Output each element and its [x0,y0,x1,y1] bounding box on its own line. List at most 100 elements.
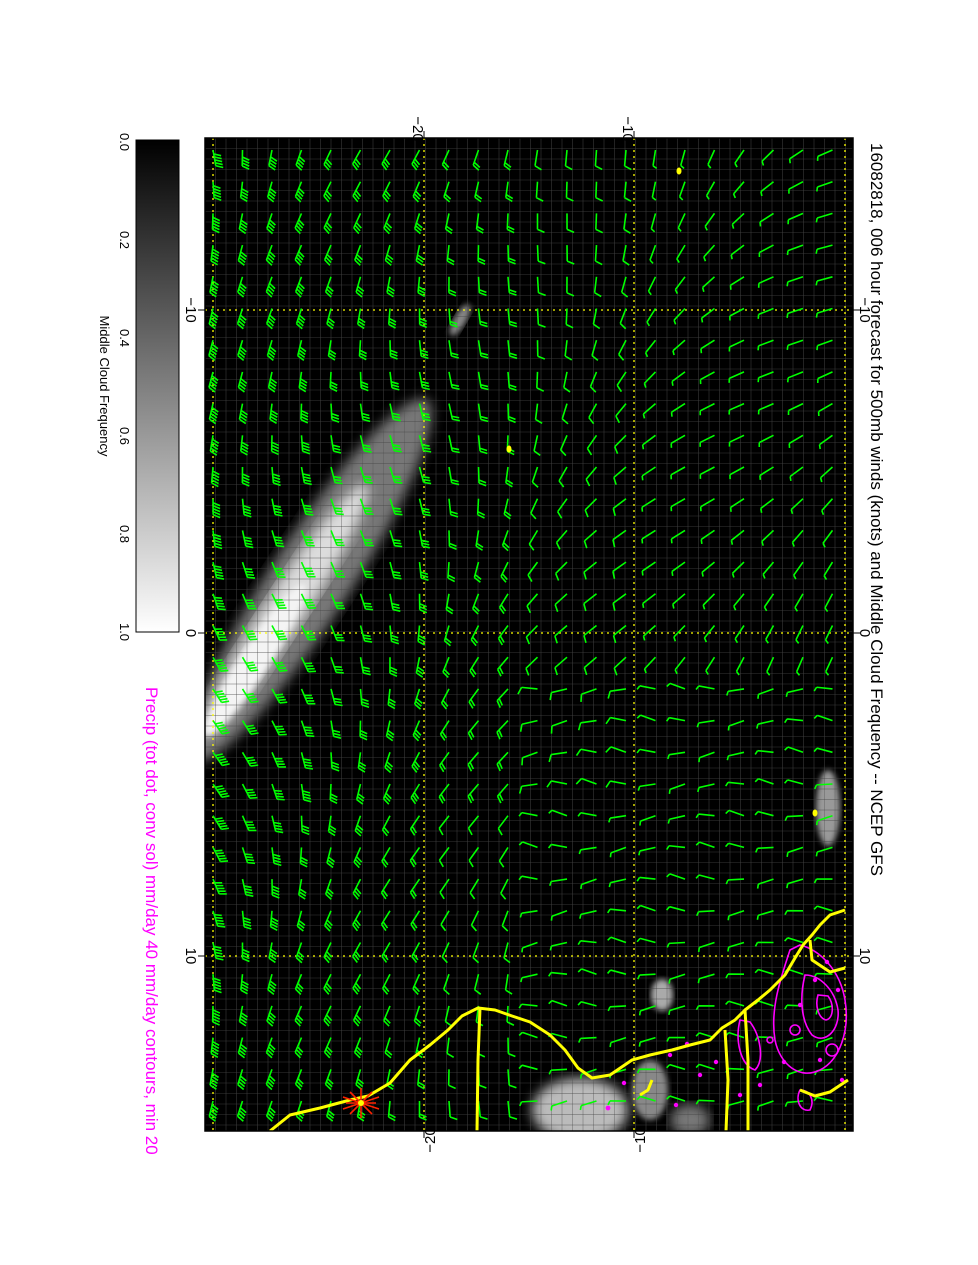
wind-barb-icon [241,466,250,487]
wind-barb-icon [323,181,333,203]
wind-barb-icon [760,181,774,197]
wind-barb-icon [695,841,715,849]
wind-barb-icon [665,716,686,722]
wind-barb-icon [643,656,657,674]
wind-barb-icon [477,276,487,297]
wind-barb-icon [701,561,716,577]
wind-barb-icon [784,909,804,916]
wind-barb-icon [666,844,686,850]
wind-barb-icon [239,181,249,203]
wind-barb-icon [785,688,804,697]
wind-barb-icon [816,371,833,384]
wind-barb-icon [265,1100,276,1122]
wind-barb-icon [266,1005,277,1027]
tick-right-10: 10 [856,948,873,965]
wind-barb-icon [623,149,632,171]
wind-barb-icon [666,1063,686,1071]
wind-barb-icon [209,276,219,298]
wind-barb-icon [608,878,627,888]
wind-barb-icon [413,213,423,235]
tick-top-minus20: −20 [409,116,426,141]
wind-barb-icon [756,878,774,889]
colorbar: 0.0 0.2 0.4 0.6 0.8 1.0 Middle Cloud Frequenc… [97,133,180,641]
wind-barb-icon [354,244,363,266]
storm-marker-icon [342,1088,380,1118]
wind-barb-icon [269,403,279,425]
wind-barb-icon [536,371,545,392]
wind-barb-icon [650,213,657,233]
wind-barb-icon [447,562,456,583]
wind-barb-icon [623,213,631,234]
wind-barb-icon [790,498,804,515]
wind-barb-icon [507,1100,518,1120]
wind-barb-icon [299,847,308,868]
wind-barb-icon [761,149,775,166]
wind-barb-icon [755,846,774,853]
wind-barb-icon [354,815,364,837]
wind-barb-icon [583,561,598,580]
wind-barb-icon [696,910,715,917]
wind-barb-icon [412,720,422,742]
wind-barb-icon [795,625,804,644]
wind-barb-icon [816,180,833,192]
wind-barb-icon [728,371,745,383]
wind-barb-icon [730,244,745,260]
wind-barb-icon [534,403,543,425]
wind-barb-icon [300,720,315,738]
wind-barb-icon [382,783,392,805]
wind-barb-icon [813,1096,833,1102]
wind-barb-icon [794,593,804,612]
wind-barb-icon [697,783,715,793]
wind-barb-icon [816,339,833,351]
wind-barb-icon [784,718,804,724]
wind-barb-icon [793,561,804,580]
tick-bottom-minus20: −20 [422,1127,439,1152]
wind-barb-icon [518,1064,538,1071]
wind-barb-icon [271,656,288,672]
wind-barb-icon [412,973,421,995]
wind-barb-icon [765,625,775,644]
wind-barb-icon [355,1069,365,1091]
wind-barb-icon [695,1005,715,1011]
wind-barb-icon [727,719,745,731]
wind-barb-icon [550,910,568,921]
wind-barb-icon [575,748,597,756]
wind-barb-icon [754,968,774,975]
wind-barb-icon [271,879,280,899]
wind-barb-icon [548,971,568,977]
wind-barb-icon [507,403,516,424]
wind-barb-icon [756,910,774,920]
wind-barb-icon [212,656,229,673]
wind-barb-icon [324,1069,334,1091]
wind-barb-icon [636,748,656,754]
wind-barb-icon [387,308,397,329]
wind-barb-icon [526,593,539,614]
wind-barb-icon [269,910,279,932]
wind-barb-icon [636,1068,656,1074]
wind-barb-icon [517,686,538,695]
wind-barb-icon [670,434,686,448]
wind-barb-icon [384,1037,393,1059]
wind-barb-icon [549,688,568,701]
wind-barb-icon [411,942,421,964]
wind-barb-icon [265,244,276,266]
wind-barb-icon [786,339,804,350]
wind-barb-icon [577,968,597,975]
wind-barb-icon [411,751,421,773]
wind-barb-icon [787,212,804,225]
wind-barb-icon [615,403,627,424]
wind-barb-icon [381,846,391,868]
wind-barb-icon [383,1005,391,1027]
wind-barb-icon [237,276,247,298]
wind-barb-icon [359,625,373,643]
wind-barb-icon [703,244,716,262]
wind-barb-icon [448,371,460,390]
wind-barb-icon [295,308,306,330]
wind-barb-icon [327,340,337,361]
wind-barb-icon [294,973,304,996]
wind-barb-icon [666,873,686,880]
wind-barb-icon [442,973,450,996]
tick-right-0: 0 [856,629,873,637]
wind-barb-icon [241,783,258,799]
wind-barb-icon [241,751,259,767]
